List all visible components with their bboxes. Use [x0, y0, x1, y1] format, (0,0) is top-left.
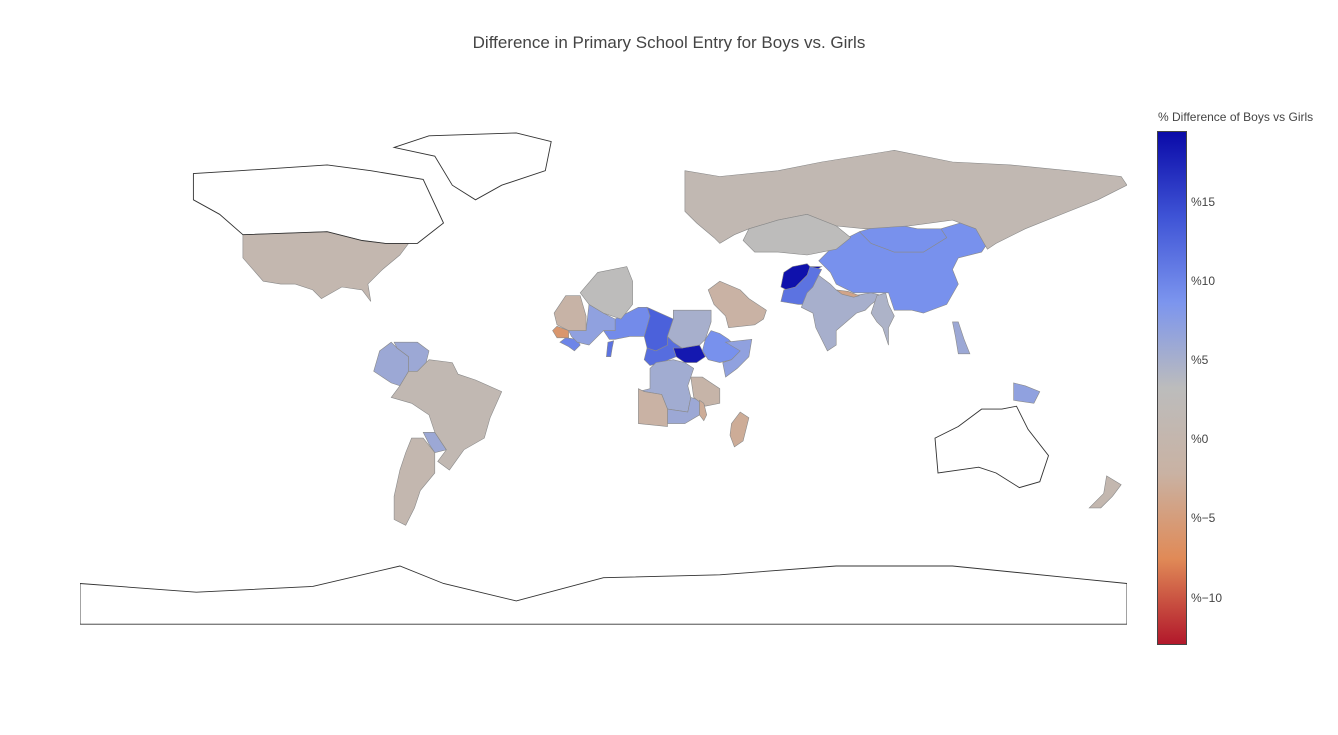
country-mali[interactable]	[568, 303, 616, 346]
country-malawi[interactable]	[699, 399, 708, 422]
country-nepal[interactable]	[835, 289, 861, 298]
country-madagascar[interactable]	[729, 411, 750, 448]
colorbar-title: % Difference of Boys vs Girls	[1158, 110, 1314, 124]
colorbar-tick-label: %−10	[1191, 590, 1223, 605]
country-benin[interactable]	[606, 340, 615, 357]
countries-layer	[242, 149, 1127, 526]
country-new-zealand[interactable]	[1088, 475, 1122, 509]
world-map[interactable]	[80, 130, 1127, 630]
country-papua-new-guinea[interactable]	[1013, 382, 1041, 404]
country-tanzania[interactable]	[690, 376, 721, 407]
country-mauritania[interactable]	[553, 295, 587, 331]
colorbar-tick-label: %−5	[1191, 511, 1216, 526]
outline-layer	[80, 132, 1127, 625]
country-philippines[interactable]	[952, 321, 971, 355]
country-sudan[interactable]	[667, 309, 712, 349]
country-saudi-arabia[interactable]	[707, 280, 767, 329]
country-myanmar[interactable]	[870, 292, 895, 346]
country-argentina[interactable]	[393, 437, 436, 526]
country-somalia[interactable]	[722, 338, 753, 378]
country-angola[interactable]	[638, 388, 668, 427]
country-united-states[interactable]	[242, 231, 410, 302]
country-kazakhstan[interactable]	[742, 213, 852, 256]
country-senegal[interactable]	[552, 325, 569, 339]
country-outline-greenland	[392, 132, 552, 201]
country-paraguay[interactable]	[422, 432, 447, 454]
country-outline-australia	[934, 405, 1050, 489]
country-central-african-republic[interactable]	[643, 335, 683, 366]
country-outline-canada	[192, 164, 445, 244]
colorbar	[1157, 131, 1187, 645]
colorbar-tick-label: %10	[1191, 274, 1216, 289]
colorbar-tick-label: %15	[1191, 195, 1216, 210]
chart-title: Difference in Primary School Entry for B…	[472, 33, 866, 52]
country-russia[interactable]	[684, 149, 1127, 250]
country-outline-antarctica	[80, 565, 1127, 625]
colorbar-tick-label: %5	[1191, 353, 1209, 368]
colorbar-tick-label: %0	[1191, 432, 1209, 447]
country-brazil[interactable]	[390, 359, 503, 471]
country-algeria[interactable]	[579, 266, 633, 320]
